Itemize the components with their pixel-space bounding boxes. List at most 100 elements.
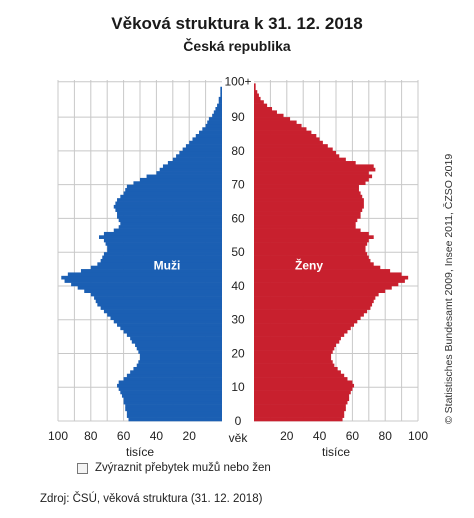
age-tick-label: 100+ xyxy=(224,75,251,89)
age-tick-label: 70 xyxy=(231,178,245,192)
male-bar-age-14 xyxy=(130,370,222,375)
male-bar-age-36 xyxy=(94,296,222,300)
male-bar-age-2 xyxy=(126,410,222,415)
x-tick-label-right: 60 xyxy=(346,429,360,443)
male-bar-age-93 xyxy=(217,103,222,108)
female-bar-age-73 xyxy=(254,171,369,175)
female-bar-age-95 xyxy=(254,96,261,101)
x-tick-label-right: 40 xyxy=(313,429,327,443)
age-tick-label: 60 xyxy=(231,211,245,225)
male-bar-age-34 xyxy=(97,302,222,307)
female-bar-age-16 xyxy=(254,363,335,368)
highlight-surplus-checkbox[interactable] xyxy=(77,462,88,474)
female-bar-age-40 xyxy=(254,282,399,287)
x-tick-label-right: 20 xyxy=(280,429,294,443)
female-bar-age-88 xyxy=(254,120,297,125)
female-bar-age-17 xyxy=(254,360,333,364)
female-bar-age-5 xyxy=(254,400,348,405)
female-bar-age-0 xyxy=(254,417,343,422)
x-axis-label-left: tisíce xyxy=(126,445,154,459)
male-bar-age-37 xyxy=(90,292,222,297)
male-bar-age-4 xyxy=(125,404,222,408)
male-bar-age-46 xyxy=(97,262,222,266)
male-bar-age-63 xyxy=(113,204,222,209)
male-bar-age-7 xyxy=(121,393,222,398)
x-tick-label-right: 80 xyxy=(379,429,393,443)
male-bar-age-16 xyxy=(136,363,222,368)
male-bar-age-23 xyxy=(131,339,222,344)
female-bar-age-34 xyxy=(254,302,373,307)
x-tick-label-left: 20 xyxy=(183,429,197,443)
female-bar-age-75 xyxy=(254,164,374,169)
male-bar-age-54 xyxy=(99,235,222,239)
male-bar-age-15 xyxy=(133,366,222,371)
x-tick-label-left: 60 xyxy=(117,429,131,443)
male-bar-age-43 xyxy=(67,272,222,277)
female-bar-age-56 xyxy=(254,228,361,233)
male-bar-age-85 xyxy=(199,130,222,135)
highlight-surplus-toggle[interactable]: Zvýraznit přebytek mužů nebo žen xyxy=(77,462,271,474)
female-bar-age-24 xyxy=(254,336,341,341)
male-bar-age-98 xyxy=(220,86,222,91)
series-label-female: Ženy xyxy=(295,258,323,273)
female-bar-age-92 xyxy=(254,107,273,111)
male-bar-age-58 xyxy=(120,221,222,226)
male-bar-age-62 xyxy=(115,208,222,212)
female-bar-age-19 xyxy=(254,353,332,358)
female-bar-age-37 xyxy=(254,292,379,297)
male-bar-age-96 xyxy=(220,93,222,98)
female-bar-age-96 xyxy=(254,93,259,98)
male-bar-age-52 xyxy=(105,242,222,246)
female-bar-age-15 xyxy=(254,366,338,371)
male-bar-age-86 xyxy=(202,127,222,131)
female-bar-age-67 xyxy=(254,191,361,196)
female-bar-age-66 xyxy=(254,194,363,199)
female-bar-age-25 xyxy=(254,333,345,337)
male-bar-age-76 xyxy=(167,161,222,165)
male-bar-age-32 xyxy=(103,309,222,314)
female-bar-age-86 xyxy=(254,127,307,131)
female-bar-age-22 xyxy=(254,343,336,348)
female-bar-age-69 xyxy=(254,184,359,189)
male-bar-age-92 xyxy=(215,107,222,111)
female-bar-age-36 xyxy=(254,296,376,300)
female-bar-age-3 xyxy=(254,407,346,412)
female-bar-age-63 xyxy=(254,204,364,209)
chart-title: Věková struktura k 31. 12. 2018 xyxy=(111,14,363,33)
age-tick-label: 0 xyxy=(235,414,242,428)
female-bar-age-4 xyxy=(254,404,346,408)
age-tick-label: 80 xyxy=(231,144,245,158)
female-bar-age-28 xyxy=(254,323,355,327)
male-bar-age-3 xyxy=(125,407,222,412)
female-bar-age-77 xyxy=(254,157,346,162)
female-bar-age-64 xyxy=(254,201,364,206)
male-bar-age-91 xyxy=(213,110,222,115)
male-bar-age-38 xyxy=(84,289,223,294)
female-bar-age-9 xyxy=(254,387,353,391)
male-bar-age-51 xyxy=(107,245,222,250)
male-bar-age-60 xyxy=(117,215,222,219)
female-bar-age-48 xyxy=(254,255,369,260)
male-bar-age-59 xyxy=(118,218,222,223)
male-bar-age-65 xyxy=(117,198,222,202)
male-bar-age-81 xyxy=(185,144,222,148)
male-bar-age-10 xyxy=(117,383,222,388)
male-bar-age-56 xyxy=(113,228,222,233)
female-bar-age-82 xyxy=(254,140,323,145)
female-bar-age-74 xyxy=(254,167,376,172)
female-bar-age-58 xyxy=(254,221,356,226)
male-bar-age-87 xyxy=(205,123,222,128)
female-bar-age-43 xyxy=(254,272,402,277)
male-bar-age-30 xyxy=(110,316,222,321)
female-bar-age-51 xyxy=(254,245,366,250)
male-bar-age-89 xyxy=(208,117,222,121)
male-bar-age-1 xyxy=(126,414,222,418)
male-bar-age-57 xyxy=(118,225,222,229)
male-bar-age-70 xyxy=(133,181,222,185)
female-bar-age-13 xyxy=(254,373,345,378)
female-bar-age-21 xyxy=(254,346,335,351)
male-bar-age-64 xyxy=(115,201,222,206)
male-bar-age-94 xyxy=(218,100,222,104)
female-bar-age-78 xyxy=(254,154,340,158)
source-note: Zdroj: ČSÚ, věková struktura (31. 12. 20… xyxy=(40,493,263,505)
